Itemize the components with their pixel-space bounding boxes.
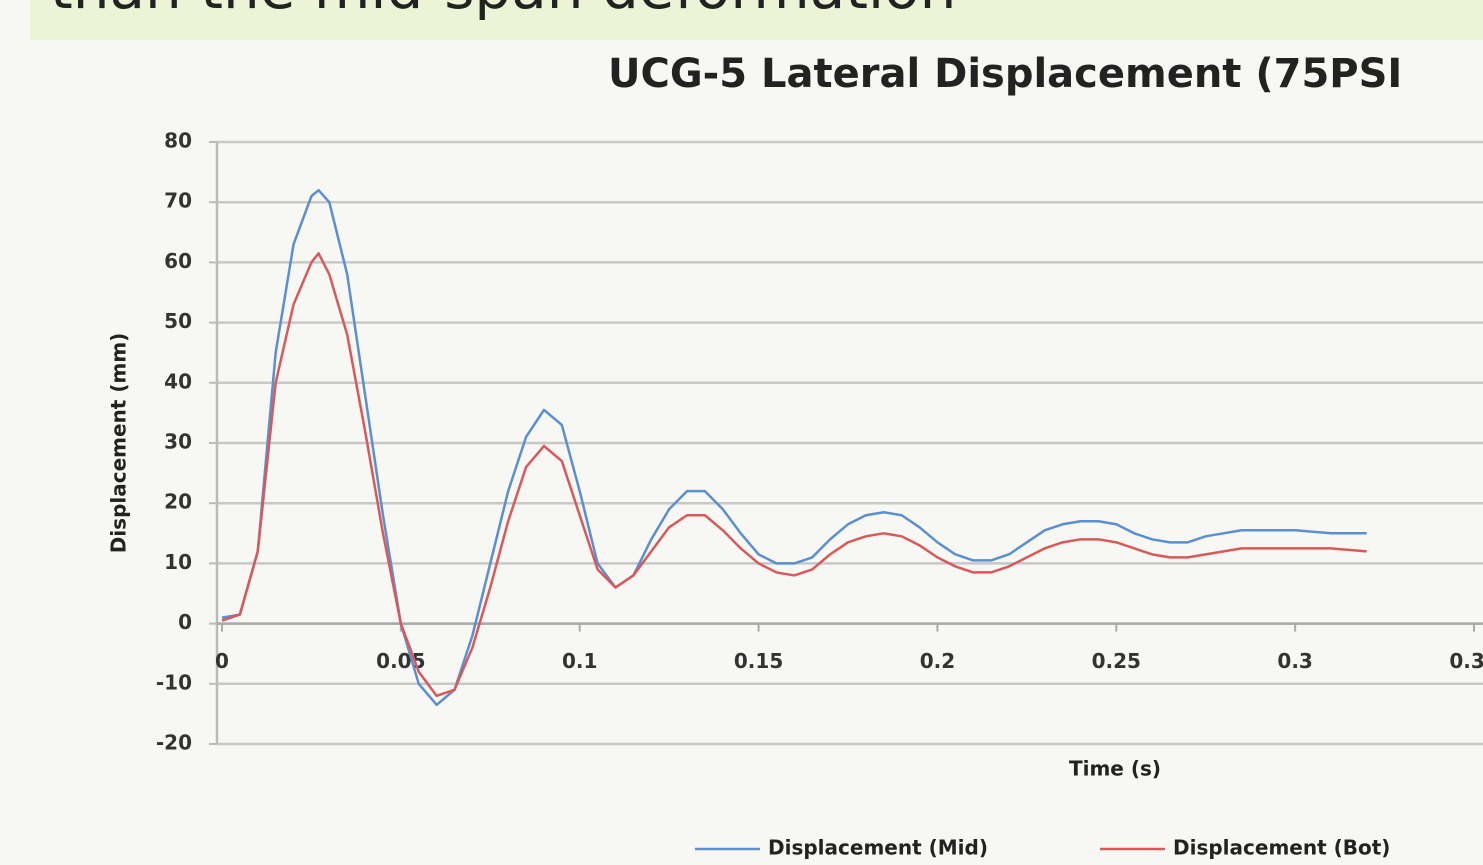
x-tick-label: 0.15 xyxy=(734,649,783,673)
banner-band xyxy=(30,0,1483,40)
y-tick-label: 0 xyxy=(178,610,192,634)
legend-label: Displacement (Mid) xyxy=(768,836,988,860)
x-tick-label: 0.2 xyxy=(920,649,955,673)
legend-label: Displacement (Bot) xyxy=(1173,836,1390,860)
x-tick-label: 0.25 xyxy=(1092,649,1141,673)
data-line xyxy=(221,188,1367,707)
x-tick-label: 0.1 xyxy=(562,649,597,673)
y-tick-label: 30 xyxy=(164,430,192,454)
x-tick-label: 0 xyxy=(215,649,229,673)
y-tick-label: 10 xyxy=(164,550,192,574)
y-tick-label: -20 xyxy=(156,731,192,755)
x-tick-label: 0.3 xyxy=(1277,649,1312,673)
x-axis-title: Time (s) xyxy=(1069,757,1161,781)
y-axis-title: Displacement (mm) xyxy=(107,333,131,554)
banner-text: than the mid-span deformation xyxy=(50,0,956,22)
chart-title: UCG-5 Lateral Displacement (75PSI xyxy=(608,51,1402,97)
y-tick-label: 20 xyxy=(164,490,192,514)
y-tick-label: 40 xyxy=(164,369,192,393)
y-tick-label: 70 xyxy=(164,189,192,213)
x-tick-label: 0.35 xyxy=(1449,649,1483,673)
y-tick-label: 60 xyxy=(164,249,192,273)
y-tick-label: -10 xyxy=(156,670,192,694)
y-tick-label: 80 xyxy=(164,129,192,153)
data-line xyxy=(221,252,1367,698)
y-tick-label: 50 xyxy=(164,309,192,333)
